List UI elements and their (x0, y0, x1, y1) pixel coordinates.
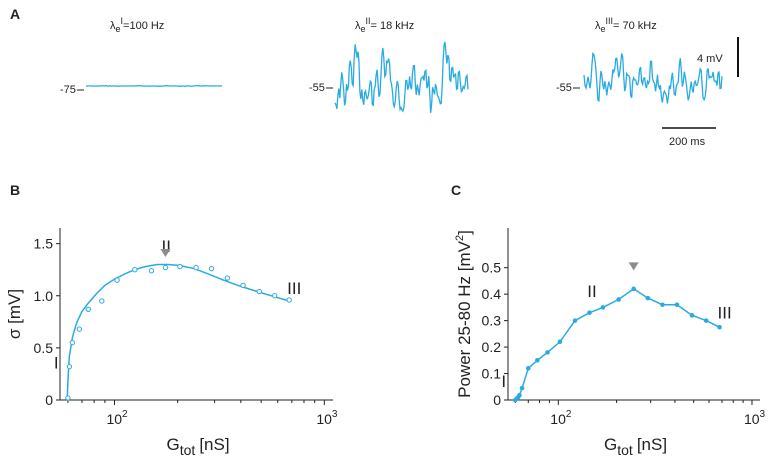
data-point (65, 395, 71, 401)
scalebar-v-label: 4 mV (697, 53, 723, 65)
annotation-label: III (287, 279, 301, 298)
data-point (535, 358, 540, 363)
data-point (162, 264, 169, 271)
baseline-label-3: -55 (556, 82, 572, 94)
data-point (208, 265, 215, 272)
data-point (717, 324, 722, 330)
y-tick-label: 1.0 (34, 288, 54, 304)
data-point (600, 305, 606, 310)
y-tick-label: 0.3 (482, 313, 502, 329)
x-tick-label: 103 (744, 409, 766, 427)
data-point (587, 310, 592, 315)
panel-b-letter: B (10, 182, 20, 198)
data-point (76, 326, 83, 332)
trace-title-3: λeIII= 70 kHz (595, 16, 657, 34)
x-tick-label: 103 (316, 409, 338, 427)
data-point (69, 339, 76, 346)
data-point (631, 286, 636, 292)
data-point (557, 339, 563, 345)
panel-c-letter: C (451, 182, 461, 198)
voltage-trace-2 (334, 41, 469, 113)
annotation-label: III (718, 304, 732, 323)
x-axis-label: Gtot [nS] (167, 435, 230, 458)
data-point (286, 297, 292, 303)
data-point (114, 277, 120, 283)
data-point (271, 293, 278, 299)
y-tick-label: 0.1 (482, 366, 502, 382)
data-point (572, 318, 578, 323)
data-point (240, 282, 246, 289)
baseline-label-1: -75 (60, 84, 76, 96)
triangle-marker (628, 262, 639, 271)
fit-curve (66, 263, 290, 401)
data-point (519, 385, 525, 391)
panel-a-letter: A (10, 6, 20, 22)
x-tick-label: 102 (550, 409, 572, 427)
y-tick-label: 0 (45, 392, 53, 408)
annotation-label: II (587, 282, 596, 301)
triangle-marker (160, 249, 171, 258)
y-tick-label: 1.5 (34, 236, 54, 252)
trace-title-2: λeII= 18 kHz (355, 16, 414, 34)
data-point (177, 263, 183, 270)
data-point (674, 302, 680, 308)
data-point (645, 295, 651, 301)
y-tick-label: 0.4 (482, 286, 502, 302)
y-axis-label: Power 25-80 Hz [mV2] (454, 230, 474, 398)
data-point (85, 306, 91, 313)
y-tick-label: 0.2 (482, 339, 502, 355)
y-tick-label: 0.5 (34, 340, 54, 356)
data-point (616, 297, 621, 302)
data-point (660, 302, 665, 308)
y-tick-label: 0.5 (482, 260, 502, 276)
y-axis-label: σ [mV] (5, 289, 24, 339)
voltage-trace-1 (85, 84, 223, 87)
data-point (132, 266, 138, 273)
data-point (148, 268, 155, 274)
data-point (256, 288, 263, 295)
annotation-label: I (54, 354, 59, 373)
series-line (514, 287, 720, 401)
annotation-label: II (161, 237, 170, 256)
data-point (224, 275, 231, 281)
data-point (689, 313, 695, 318)
baseline-label-2: -55 (309, 82, 325, 94)
x-tick-label: 102 (106, 409, 128, 427)
data-point (193, 264, 199, 271)
trace-title-1: λeI=100 Hz (110, 16, 164, 34)
chart-c: 0 0.1 0.2 0.3 0.4 0.5 102 103 Gtot [nS] Power 25-8… (454, 228, 766, 458)
data-point (517, 392, 522, 398)
annotation-label: I (501, 372, 506, 391)
svg-text:λeIII= 70 kHz: λeIII= 70 kHz (595, 16, 657, 34)
svg-text:λeII= 18 kHz: λeII= 18 kHz (355, 16, 414, 34)
x-axis-label: Gtot [nS] (604, 435, 667, 458)
y-tick-label: 0 (493, 392, 501, 408)
scalebar-h-label: 200 ms (669, 136, 706, 148)
voltage-trace-3 (583, 51, 723, 104)
data-point (66, 363, 73, 370)
svg-text:λeI=100 Hz: λeI=100 Hz (110, 16, 164, 34)
data-point (525, 365, 531, 371)
data-point (545, 350, 550, 355)
data-point (703, 318, 709, 323)
data-point (99, 298, 105, 304)
